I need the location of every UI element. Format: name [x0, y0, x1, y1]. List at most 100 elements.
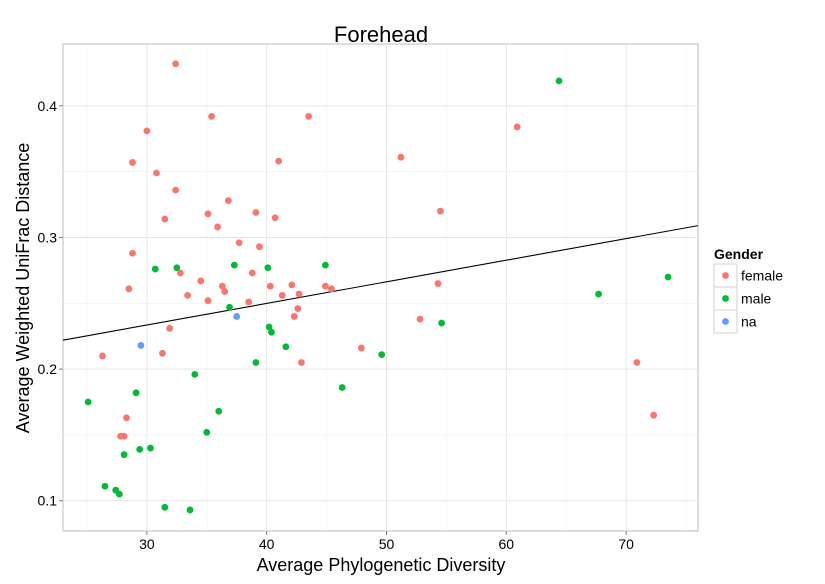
data-point-male: [161, 503, 169, 511]
trend-line-group: [62, 225, 699, 341]
legend-title: Gender: [714, 246, 764, 262]
data-point-male: [203, 428, 211, 436]
data-point-male: [230, 261, 238, 269]
data-point-male: [378, 351, 386, 359]
data-point-na: [233, 313, 241, 320]
data-point-male: [84, 398, 92, 406]
data-point-female: [208, 112, 215, 120]
data-point-female: [218, 282, 226, 290]
data-point-female: [204, 210, 212, 218]
data-point-male: [132, 389, 140, 397]
data-point-female: [129, 249, 136, 257]
data-point-na: [137, 342, 145, 349]
data-point-male: [438, 319, 446, 327]
data-point-male: [664, 273, 672, 281]
y-tick-label: 0.1: [38, 493, 58, 509]
data-point-male: [595, 290, 602, 298]
legend-label-male: male: [741, 291, 772, 307]
legend-items: female male na: [713, 263, 783, 334]
data-point-male: [101, 482, 109, 490]
data-point-male: [173, 264, 181, 272]
y-axis-ticks: 0.1 0.2 0.3 0.4: [38, 98, 63, 509]
x-tick-label: 60: [499, 536, 515, 552]
data-point-female: [305, 112, 313, 120]
legend-label-female: female: [741, 268, 783, 284]
x-tick-label: 70: [618, 536, 634, 552]
data-point-female: [159, 349, 166, 357]
data-point-female: [327, 285, 335, 293]
data-point-male: [321, 261, 329, 269]
data-point-female: [321, 282, 329, 290]
data-point-male: [115, 490, 123, 498]
data-point-male: [338, 384, 346, 391]
data-point-female: [153, 169, 160, 177]
x-axis-ticks: 30 40 50 60 70: [139, 531, 634, 552]
data-point-female: [416, 315, 424, 323]
plot-panel: [62, 43, 699, 532]
data-point-female: [197, 277, 205, 285]
data-point-female: [172, 60, 180, 68]
legend-key-female: [722, 272, 729, 279]
x-axis-title: Average Phylogenetic Diversity: [257, 555, 506, 575]
data-point-female: [633, 359, 641, 366]
data-point-female: [650, 411, 658, 419]
data-point-female: [177, 269, 184, 277]
data-point-female: [172, 186, 180, 194]
legend-label-na: na: [741, 314, 757, 330]
data-point-male: [191, 370, 199, 378]
data-point-female: [437, 207, 444, 215]
data-point-female: [295, 290, 303, 298]
data-point-female: [256, 243, 263, 251]
data-point-male: [186, 506, 194, 514]
data-point-female: [221, 288, 229, 295]
data-point-male: [215, 407, 223, 415]
trend-line: [62, 225, 699, 341]
grid-lines: [63, 44, 698, 531]
data-point-male: [282, 343, 290, 351]
data-point-female: [294, 305, 302, 312]
data-point-male: [265, 323, 273, 331]
y-tick-label: 0.2: [38, 361, 58, 377]
data-point-female: [290, 313, 298, 320]
data-point-female: [143, 127, 151, 135]
chart-title: Forehead: [334, 22, 428, 47]
data-point-male: [555, 77, 563, 85]
data-point-female: [224, 197, 232, 205]
y-tick-label: 0.4: [38, 98, 58, 114]
data-point-female: [266, 282, 274, 290]
data-point-female: [204, 297, 212, 305]
data-point-female: [397, 153, 405, 161]
legend-key-na: [722, 318, 729, 325]
x-tick-label: 50: [379, 536, 395, 552]
data-point-female: [161, 215, 169, 223]
data-point-female: [298, 359, 305, 366]
legend: Gender female male na: [713, 246, 783, 334]
data-point-female: [214, 223, 221, 231]
data-point-male: [226, 303, 233, 311]
data-point-female: [278, 291, 286, 299]
data-point-male: [264, 264, 272, 272]
data-point-female: [129, 159, 136, 166]
data-point-male: [147, 444, 154, 452]
y-axis-title: Average Weighted UniFrac Distance: [13, 143, 33, 433]
data-point-female: [120, 432, 128, 440]
x-tick-label: 30: [139, 536, 155, 552]
data-point-female: [245, 298, 253, 306]
data-points: [84, 60, 672, 514]
data-point-female: [248, 269, 256, 277]
data-point-female: [275, 157, 283, 165]
legend-key-male: [722, 295, 729, 302]
data-point-male: [136, 445, 144, 453]
data-point-female: [271, 214, 279, 222]
data-point-male: [268, 328, 275, 336]
data-point-female: [252, 209, 260, 216]
data-point-female: [184, 291, 192, 299]
data-point-male: [151, 265, 159, 273]
data-point-female: [99, 352, 106, 360]
data-point-female: [235, 239, 243, 247]
data-point-female: [288, 281, 296, 289]
data-point-male: [120, 451, 128, 459]
data-point-female: [357, 344, 365, 352]
data-point-male: [252, 359, 260, 366]
